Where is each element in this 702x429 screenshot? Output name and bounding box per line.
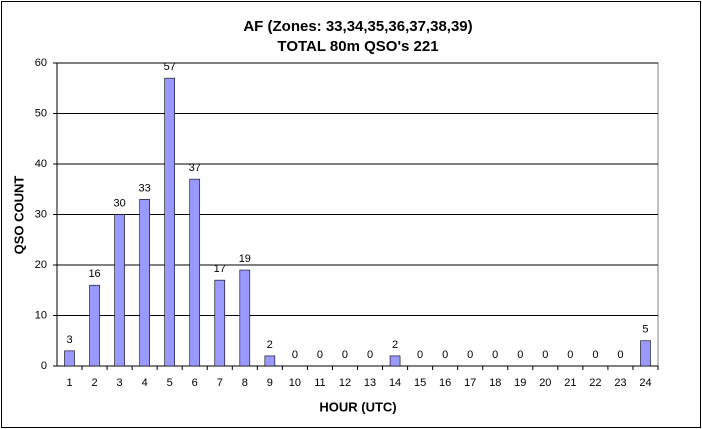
y-tick-label: 60 — [35, 57, 47, 69]
x-tick-label: 5 — [167, 377, 173, 389]
bar — [640, 340, 651, 367]
data-label: 17 — [214, 263, 226, 275]
data-label: 2 — [392, 339, 398, 351]
chart-title: AF (Zones: 33,34,35,36,37,38,39) — [243, 18, 472, 35]
x-tick-label: 22 — [589, 377, 601, 389]
x-tick-label: 15 — [414, 377, 426, 389]
data-label: 3 — [66, 334, 72, 346]
data-label: 0 — [442, 349, 448, 361]
y-tick-label: 50 — [35, 107, 47, 119]
data-label: 0 — [317, 349, 323, 361]
y-tick-label: 10 — [35, 309, 47, 321]
x-tick-label: 14 — [389, 377, 401, 389]
data-label: 33 — [139, 182, 151, 194]
data-label: 0 — [367, 349, 373, 361]
x-tick-label: 4 — [142, 377, 148, 389]
data-label: 16 — [88, 268, 100, 280]
bar — [389, 355, 401, 367]
bar — [89, 284, 100, 367]
x-tick-label: 20 — [539, 377, 551, 389]
x-tick-label: 19 — [514, 377, 526, 389]
x-tick-label: 13 — [364, 377, 376, 389]
data-label: 0 — [567, 349, 573, 361]
data-label: 30 — [113, 197, 125, 209]
bar — [164, 77, 175, 367]
bar — [64, 350, 75, 367]
x-tick-label: 11 — [314, 377, 325, 389]
data-label: 57 — [164, 61, 176, 73]
y-tick-label: 20 — [35, 259, 47, 271]
y-tick-label: 0 — [41, 360, 47, 372]
x-tick-label: 9 — [267, 377, 273, 389]
x-tick-label: 1 — [66, 377, 72, 389]
x-axis-title: HOUR (UTC) — [319, 399, 396, 414]
chart-subtitle: TOTAL 80m QSO's 221 — [277, 38, 438, 55]
y-axis-title: QSO COUNT — [11, 176, 26, 255]
x-tick-label: 3 — [117, 377, 123, 389]
x-tick-label: 16 — [439, 377, 451, 389]
bar — [239, 269, 251, 367]
x-tick-label: 2 — [92, 377, 98, 389]
x-tick-label: 8 — [242, 377, 248, 389]
x-tick-label: 12 — [339, 377, 351, 389]
x-tick-label: 7 — [217, 377, 223, 389]
data-label: 0 — [492, 349, 498, 361]
y-tick-label: 40 — [35, 158, 47, 170]
bar — [114, 214, 125, 367]
x-tick-label: 10 — [289, 377, 301, 389]
x-tick-label: 23 — [614, 377, 626, 389]
data-label: 2 — [267, 339, 273, 351]
data-label: 0 — [467, 349, 473, 361]
data-label: 0 — [592, 349, 598, 361]
data-label: 0 — [342, 349, 348, 361]
x-tick-label: 17 — [464, 377, 476, 389]
bar — [189, 178, 201, 367]
y-tick-label: 30 — [35, 208, 47, 220]
data-label: 0 — [292, 349, 298, 361]
data-label: 19 — [239, 253, 251, 265]
data-label: 0 — [417, 349, 423, 361]
x-tick-label: 24 — [639, 377, 651, 389]
bar — [139, 199, 150, 367]
data-label: 0 — [542, 349, 548, 361]
data-label: 0 — [617, 349, 623, 361]
x-tick-label: 18 — [489, 377, 501, 389]
bar — [214, 279, 226, 367]
x-tick-label: 21 — [564, 377, 576, 389]
data-label: 5 — [642, 324, 648, 336]
data-label: 0 — [517, 349, 523, 361]
data-label: 37 — [189, 162, 201, 174]
x-tick-label: 6 — [192, 377, 198, 389]
bar — [264, 355, 276, 367]
